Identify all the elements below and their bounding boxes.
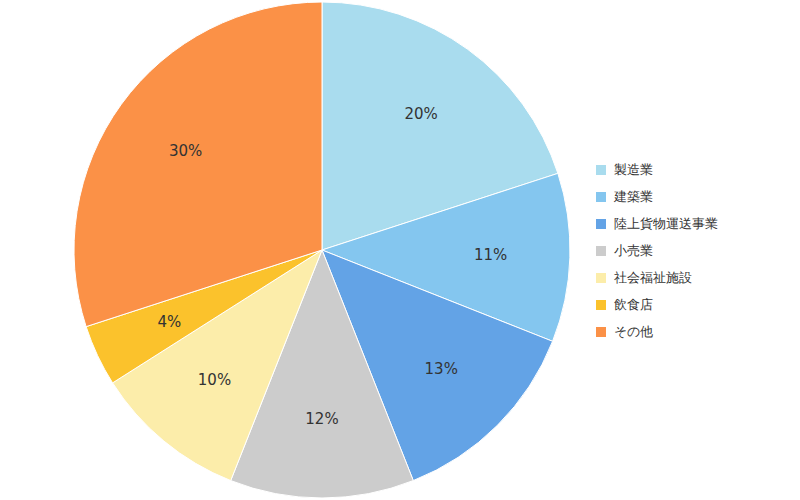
svg-text:10%: 10% [198, 371, 231, 389]
svg-text:11%: 11% [474, 246, 507, 264]
svg-text:4%: 4% [158, 313, 182, 331]
html-text:製造業: 製造業 [614, 161, 653, 177]
html-text:小売業: 小売業 [614, 242, 653, 258]
svg-text:30%: 30% [169, 142, 202, 160]
html-text:建築業: 建築業 [614, 188, 653, 204]
html-text:飲食店: 飲食店 [614, 296, 653, 312]
html-text:陸上貨物運送事業: 陸上貨物運送事業 [614, 215, 718, 231]
html-text:その他: その他 [614, 323, 653, 339]
svg-text:13%: 13% [425, 360, 458, 378]
svg-text:12%: 12% [305, 410, 338, 428]
svg-text:20%: 20% [404, 105, 437, 123]
html-text:社会福祉施設: 社会福祉施設 [614, 269, 692, 285]
